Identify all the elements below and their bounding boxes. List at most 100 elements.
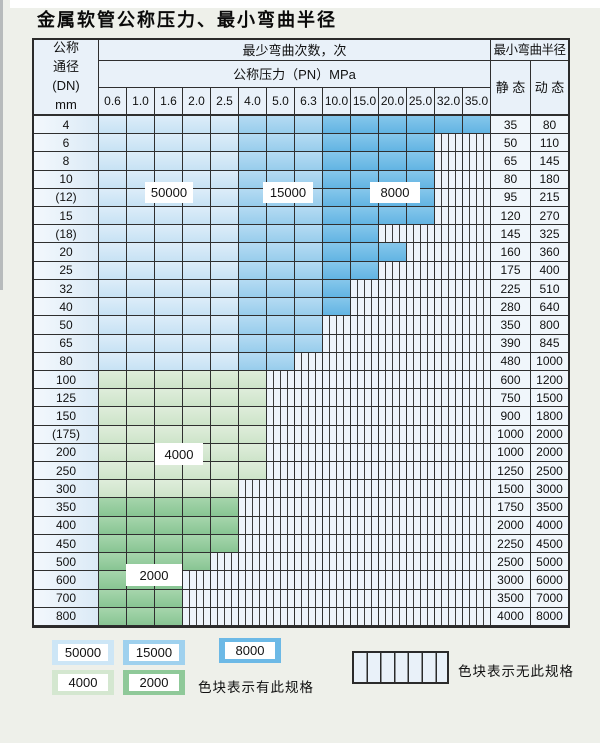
spec-cell-empty: [323, 571, 351, 590]
spec-cell-empty: [295, 571, 323, 590]
spec-cell-empty: [351, 389, 379, 408]
spec-cell-50000: [211, 298, 239, 317]
spec-cell-50000: [127, 116, 155, 135]
spec-cell-empty: [435, 589, 463, 608]
legend-no-spec-swatch: [352, 651, 449, 684]
spec-cell-4000: [99, 425, 127, 444]
spec-cell-50000: [211, 188, 239, 208]
spec-cell-empty: [407, 462, 435, 481]
dn-value: 300: [34, 480, 99, 499]
spec-cell-empty: [435, 534, 463, 554]
dynamic-radius-value: 845: [531, 334, 568, 353]
spec-cell-15000: [267, 279, 295, 299]
spec-cell-50000: [155, 279, 183, 299]
spec-cell-15000: [295, 261, 323, 280]
scan-left-edge: [0, 0, 3, 290]
spec-cell-4000: [127, 443, 155, 463]
spec-cell-4000: [155, 389, 183, 408]
spec-cell-4000: [239, 425, 267, 444]
dn-value: 40: [34, 298, 99, 317]
spec-cell-4000: [183, 480, 211, 499]
spec-cell-2000: [99, 607, 127, 626]
spec-cell-empty: [379, 516, 407, 535]
spec-cell-50000: [183, 352, 211, 371]
static-radius-value: 750: [491, 389, 531, 408]
dn-value: 15: [34, 207, 99, 226]
dn-value: 25: [34, 261, 99, 280]
spec-cell-empty: [267, 462, 295, 481]
spec-cell-50000: [183, 225, 211, 244]
pressure-col-header: 4.0: [239, 88, 267, 116]
spec-cell-empty: [267, 389, 295, 408]
spec-cell-2000: [99, 571, 127, 590]
spec-cell-4000: [211, 407, 239, 426]
spec-cell-50000: [183, 243, 211, 262]
spec-cell-empty: [351, 425, 379, 444]
spec-cell-15000: [295, 225, 323, 244]
dn-value: 10: [34, 170, 99, 189]
static-column-header: 静 态: [491, 61, 531, 116]
spec-cell-50000: [99, 116, 127, 135]
spec-cell-empty: [379, 443, 407, 463]
spec-cell-50000: [155, 243, 183, 262]
spec-cell-empty: [379, 352, 407, 371]
spec-cell-empty: [239, 534, 267, 554]
spec-cell-2000: [211, 534, 239, 554]
spec-cell-50000: [211, 152, 239, 171]
min-bend-radius-header: 最小弯曲半径: [491, 40, 568, 61]
scan-top-strip: [10, 0, 600, 8]
dn-value: 8: [34, 152, 99, 171]
dynamic-radius-value: 2000: [531, 425, 568, 444]
legend-label-15000: 15000: [129, 644, 179, 661]
spec-cell-15000: [267, 207, 295, 226]
pressure-col-header: 32.0: [435, 88, 463, 116]
dynamic-radius-value: 7000: [531, 589, 568, 608]
spec-cell-4000: [239, 407, 267, 426]
spec-cell-50000: [99, 279, 127, 299]
spec-cell-empty: [351, 462, 379, 481]
spec-cell-empty: [183, 607, 211, 626]
spec-cell-15000: [295, 243, 323, 262]
spec-cell-empty: [407, 534, 435, 554]
spec-cell-empty: [463, 589, 491, 608]
spec-cell-empty: [351, 589, 379, 608]
spec-cell-50000: [183, 152, 211, 171]
pressure-col-header: 2.0: [183, 88, 211, 116]
legend-swatch-2000: 2000: [123, 670, 185, 695]
spec-cell-empty: [351, 407, 379, 426]
spec-cell-empty: [295, 352, 323, 371]
spec-cell-empty: [463, 352, 491, 371]
spec-cell-2000: [99, 498, 127, 517]
spec-cell-15000: [267, 352, 295, 371]
static-radius-value: 900: [491, 407, 531, 426]
spec-cell-empty: [351, 298, 379, 317]
static-radius-value: 225: [491, 279, 531, 299]
dynamic-radius-value: 3000: [531, 480, 568, 499]
legend-label-50000: 50000: [58, 644, 108, 661]
spec-cell-50000: [183, 279, 211, 299]
legend-label-4000: 4000: [58, 674, 108, 691]
spec-cell-4000: [127, 462, 155, 481]
spec-cell-15000: [267, 243, 295, 262]
spec-cell-15000: [267, 134, 295, 153]
spec-cell-8000: [351, 243, 379, 262]
spec-cell-empty: [267, 571, 295, 590]
spec-cell-8000: [351, 261, 379, 280]
spec-cell-empty: [407, 498, 435, 517]
cycles-label-50000: 50000: [145, 182, 193, 203]
spec-cell-50000: [211, 207, 239, 226]
spec-cell-50000: [211, 261, 239, 280]
spec-cell-50000: [155, 134, 183, 153]
spec-cell-empty: [407, 225, 435, 244]
spec-cell-empty: [407, 516, 435, 535]
spec-cell-2000: [211, 516, 239, 535]
legend-label-8000: 8000: [225, 642, 275, 659]
spec-cell-empty: [407, 261, 435, 280]
spec-cell-8000: [323, 152, 351, 171]
spec-cell-15000: [295, 279, 323, 299]
spec-cell-4000: [239, 462, 267, 481]
spec-cell-8000: [435, 116, 463, 135]
spec-cell-empty: [463, 534, 491, 554]
spec-cell-empty: [463, 243, 491, 262]
spec-cell-empty: [323, 352, 351, 371]
